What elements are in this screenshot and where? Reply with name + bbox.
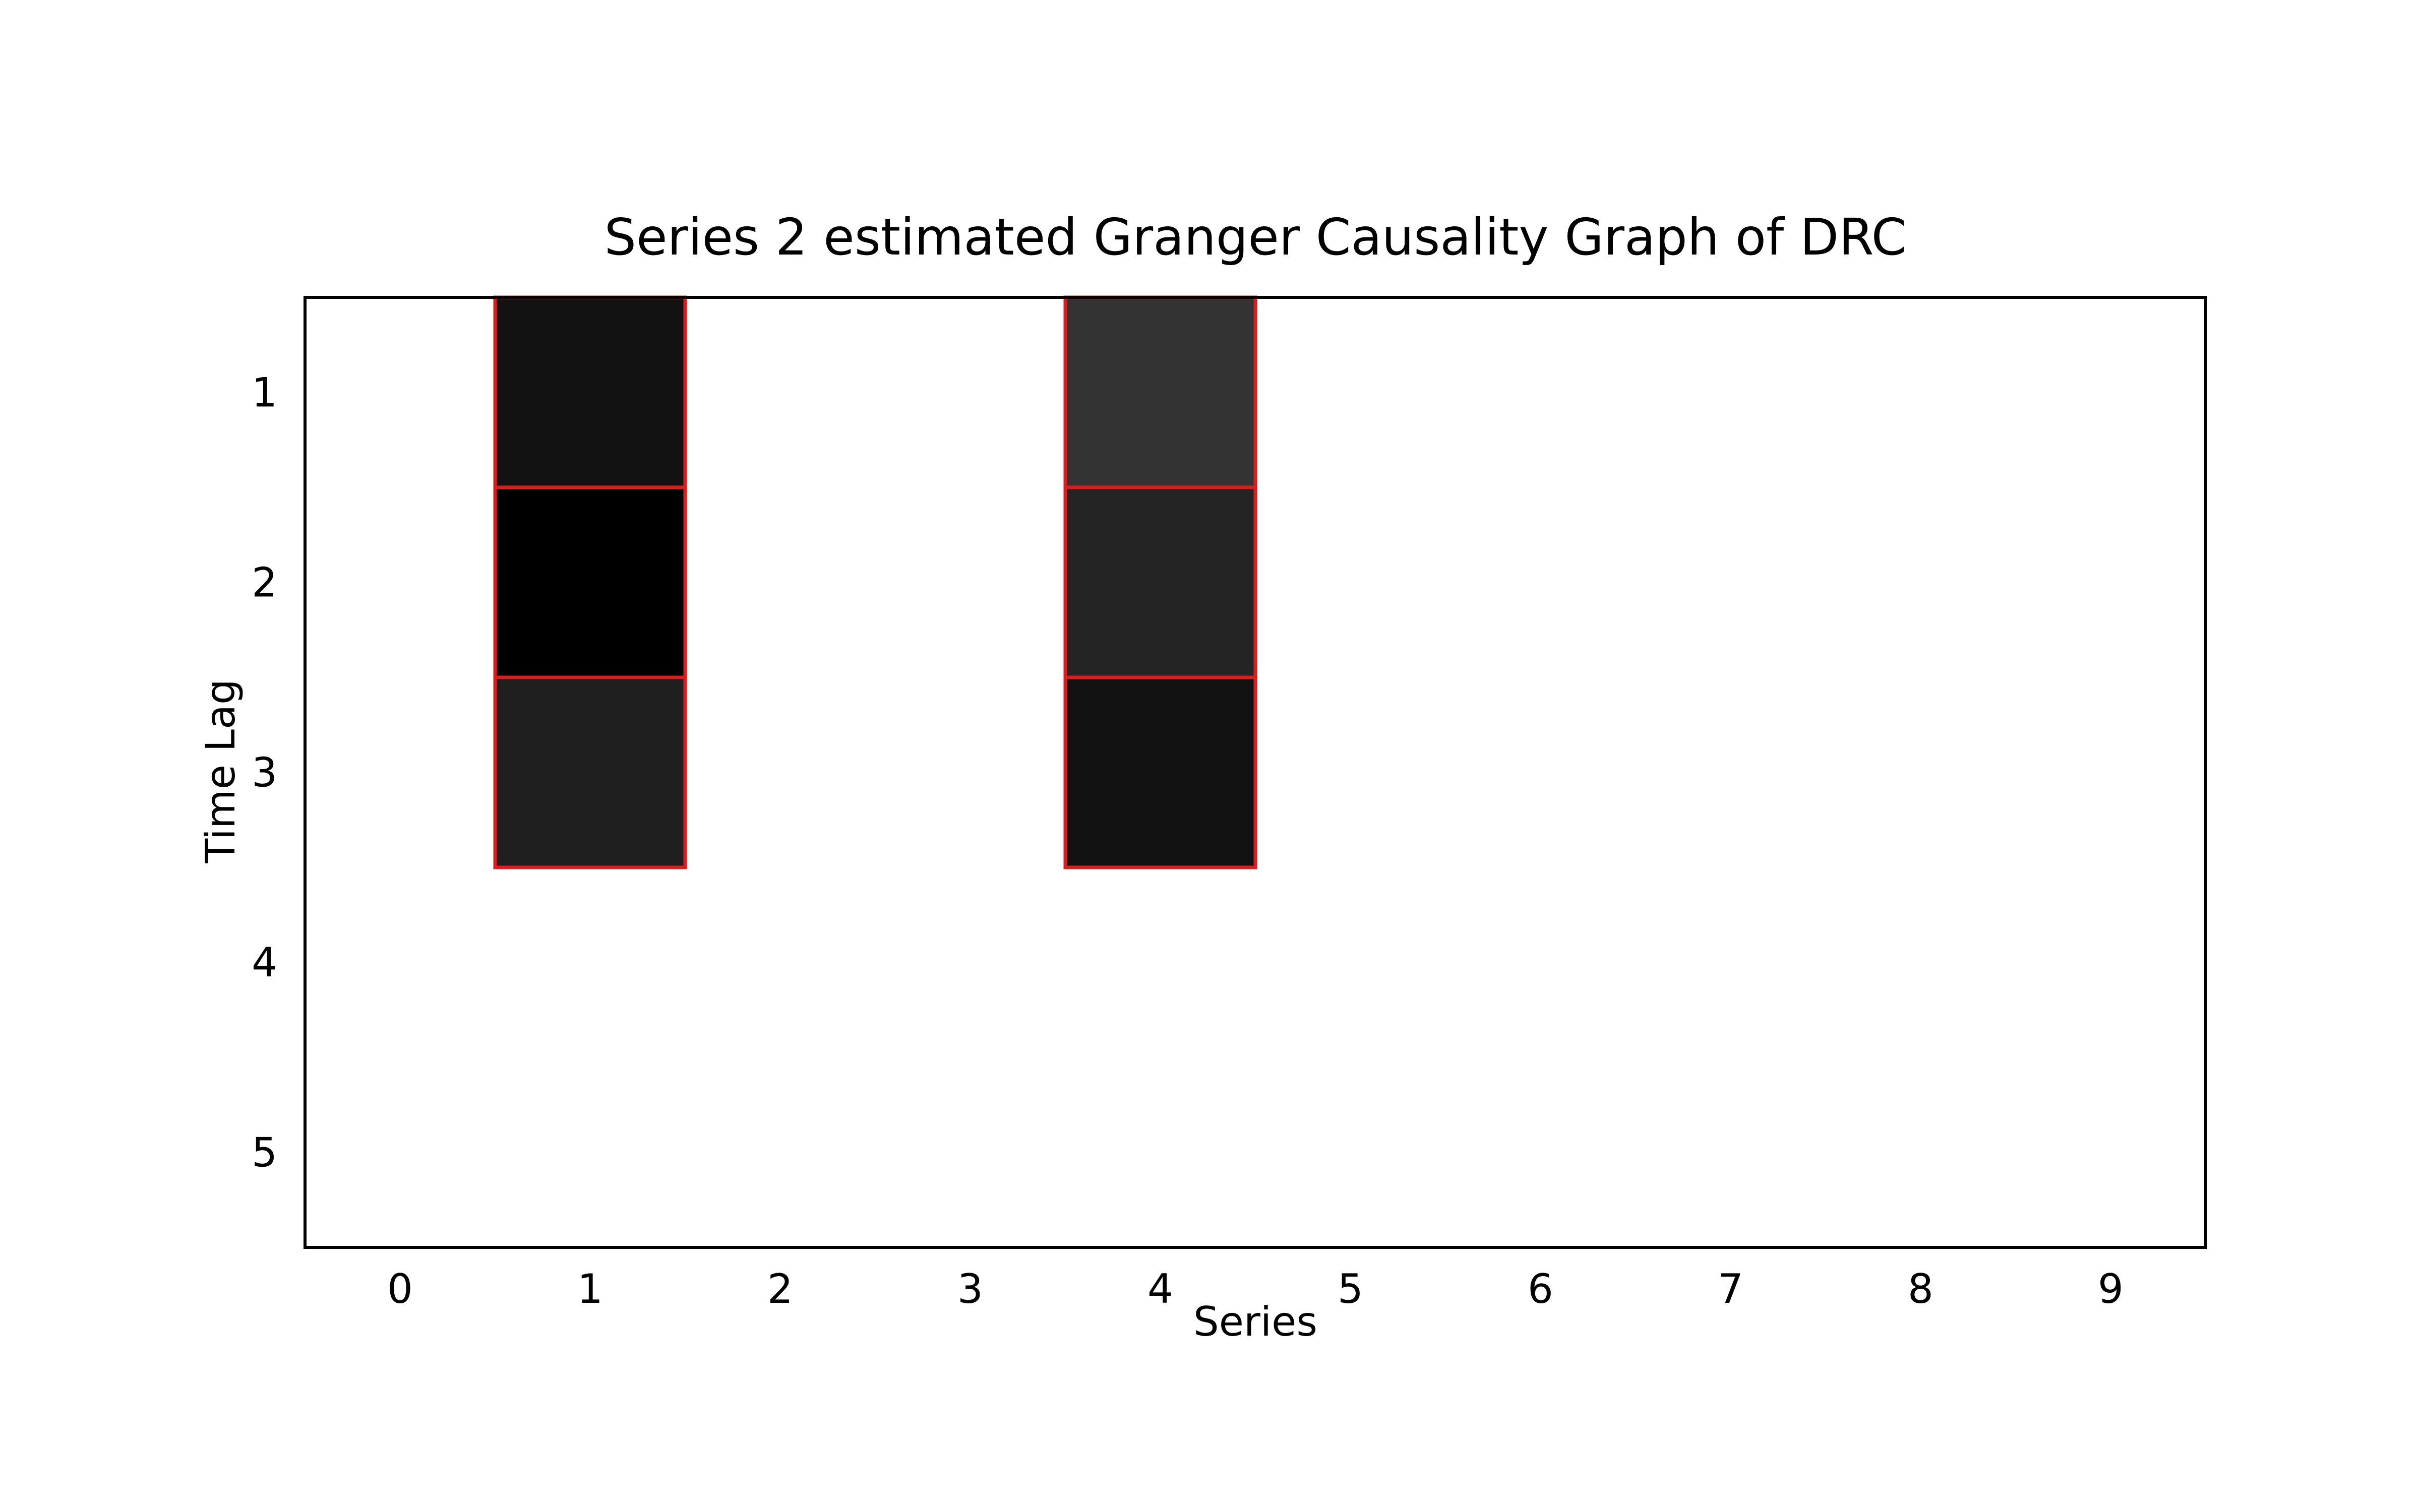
x-tick-label: 1 (577, 1266, 603, 1312)
x-tick-label: 2 (767, 1266, 793, 1312)
y-tick-label: 5 (252, 1129, 277, 1176)
x-tick-label: 6 (1528, 1266, 1553, 1312)
heatmap-cells (493, 295, 1257, 869)
y-axis-ticks: 1 2 3 4 5 (252, 369, 277, 1176)
y-tick-label: 3 (252, 749, 277, 796)
y-tick-label: 1 (252, 369, 277, 416)
x-tick-label: 7 (1718, 1266, 1743, 1312)
x-tick-label: 0 (387, 1266, 413, 1312)
x-axis-ticks: 0 1 2 3 4 5 6 7 8 9 (387, 1266, 2124, 1312)
heatmap-cell-series-4-lag-3 (1063, 675, 1257, 869)
heatmap-cell-series-4-lag-2 (1063, 485, 1257, 679)
x-tick-label: 3 (957, 1266, 983, 1312)
x-tick-label: 9 (2098, 1266, 2124, 1312)
heatmap-cell-series-1-lag-3 (493, 675, 687, 869)
x-axis-label: Series (1193, 1298, 1317, 1345)
heatmap-cell-series-4-lag-1 (1063, 295, 1257, 489)
y-tick-label: 2 (252, 559, 277, 606)
x-tick-label: 5 (1338, 1266, 1363, 1312)
heatmap-cell-series-1-lag-1 (493, 295, 687, 489)
y-axis-label: Time Lag (197, 679, 244, 864)
x-tick-label: 4 (1147, 1266, 1173, 1312)
heatmap-cell-series-1-lag-2 (493, 485, 687, 679)
chart-title: Series 2 estimated Granger Causality Gra… (604, 208, 1907, 267)
plot-frame (304, 296, 2207, 1249)
y-tick-label: 4 (252, 939, 277, 986)
x-tick-label: 8 (1908, 1266, 1933, 1312)
